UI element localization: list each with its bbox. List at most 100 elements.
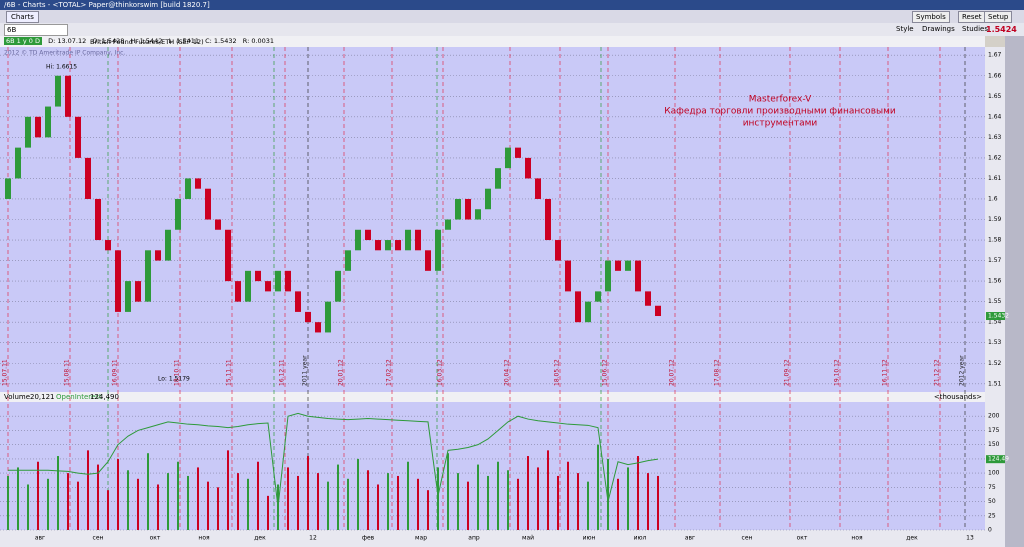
candle [5,178,11,199]
y-tick-label: 75 [988,484,996,491]
y-tick-label: 1.52 [988,360,1002,367]
candle [15,147,21,179]
candle [45,106,51,138]
time-axis [0,530,985,547]
candle [85,157,91,199]
candle [485,188,491,210]
volume-bar [357,458,359,530]
candle [635,260,641,292]
stat: R: 0.0031 [242,37,275,45]
date-label: 20.04.12 [504,359,511,386]
y-tick-label: 1.54 [988,319,1002,326]
candle [205,188,211,220]
candle [525,157,531,179]
volume-bar [637,456,639,530]
date-label: 16.03.12 [437,359,444,386]
y-tick-label: 1.57 [988,257,1002,264]
volume-bar [507,470,509,530]
annotation: Кафедра торговли производными финансовым… [664,107,896,117]
volume-bar [287,467,289,530]
side-tabs [1005,36,1024,547]
y-tick-label: 1.58 [988,237,1002,244]
chart-header: 6B 1 y 0 D D: 13.07.12 O: 1.5428 H: 1.54… [0,36,985,47]
x-tick-label: ноя [198,535,210,542]
x-tick-label: 12 [309,535,317,542]
candle [65,75,71,117]
candle [115,250,121,312]
candle [455,198,461,220]
candle [55,75,61,107]
y-tick-label: 200 [988,413,1000,420]
volume-bar [17,467,19,530]
last-price: 1.5424 [986,25,1017,34]
candle [265,281,271,292]
volume-bar [547,450,549,530]
candle [105,240,111,251]
candle [345,250,351,271]
y-tick-label: 150 [988,441,1000,448]
x-tick-label: май [522,535,534,542]
candle [245,270,251,302]
volume-header [0,392,985,402]
volume-bar [307,456,309,530]
volume-bar [7,475,9,530]
button[interactable]: Style [896,25,914,33]
volume-bar [517,478,519,530]
volume-bar [437,467,439,530]
x-tick-label: авг [35,535,45,542]
candle [595,291,601,302]
date-label: 21.12.12 [934,359,941,386]
volume-bar [657,475,659,530]
volume-bar [167,473,169,530]
candle [305,311,311,323]
date-label: 15.11.11 [226,359,233,386]
candle [615,260,621,271]
volume-bar [417,478,419,530]
candle [655,305,661,317]
volume-title: Volume [4,393,30,401]
candle [285,270,291,292]
x-tick-label: мар [415,535,427,542]
candle [335,270,341,302]
y-tick-label: 1.59 [988,216,1002,223]
last-box [986,312,1005,321]
y-tick-label: 0 [988,527,992,534]
settings[interactable]: 6B 1 y 0 D [4,37,42,45]
volume-bar [477,464,479,530]
candle [605,260,611,292]
volume-bar [107,490,109,530]
y-tick-label: 175 [988,427,1000,434]
candle [505,147,511,169]
last-label: 1.5432 [988,313,1009,320]
volume-bar [367,470,369,530]
volume-bar [487,475,489,530]
candle [35,116,41,138]
volume-bar [647,473,649,530]
symbol-input[interactable]: 6B [4,24,68,36]
button[interactable]: Setup [984,11,1013,23]
stat: C: 1.5432 [205,37,237,45]
button[interactable]: Studies [962,25,988,33]
units: <thousands> [934,393,982,401]
volume-bar [197,467,199,530]
candle [415,229,421,251]
tab[interactable]: Charts [6,11,39,23]
volume-bar [617,478,619,530]
button[interactable]: Symbols [912,11,950,23]
y-tick-label: 100 [988,470,1000,477]
date-label: 17.08.12 [714,359,721,386]
button[interactable]: Drawings [922,25,955,33]
y-tick-label: 50 [988,498,996,505]
date-label: 21.09.12 [784,359,791,386]
volume-bar [177,461,179,530]
candle [465,198,471,220]
candle [585,301,591,323]
candle [295,291,301,312]
candle [565,260,571,292]
y-tick-label: 1.55 [988,298,1002,305]
candle [375,240,381,251]
candle [255,270,261,282]
x-tick-label: авг [685,535,695,542]
candle [555,240,561,261]
